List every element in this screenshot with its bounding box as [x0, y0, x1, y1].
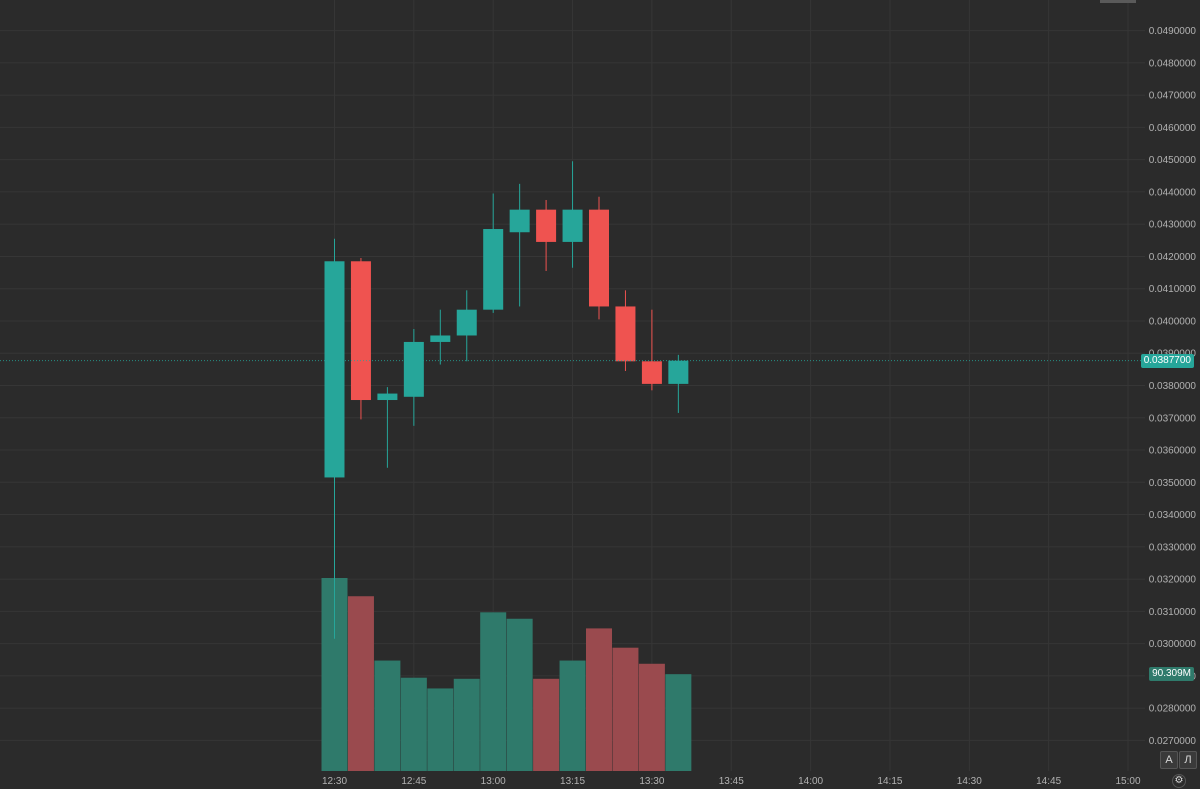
candle-1335[interactable]	[668, 354, 689, 413]
price-tick-label: 0.0380000	[1149, 381, 1197, 392]
price-tick-label: 0.0320000	[1149, 575, 1197, 586]
volume-bar	[453, 678, 480, 771]
candle-1250[interactable]	[430, 309, 451, 365]
candle-1255[interactable]	[456, 290, 477, 362]
volume-bars	[321, 578, 692, 771]
settings-gear-icon[interactable]: ⚙	[1172, 774, 1186, 788]
candle-1245[interactable]	[403, 329, 424, 426]
time-axis[interactable]: 12:30 12:45 13:00 13:15 13:30 13:45 14:00 14:15…	[322, 776, 1141, 787]
price-tick-label: 0.0450000	[1149, 155, 1197, 166]
time-tick-label: 12:30	[322, 776, 347, 787]
volume-bar	[533, 678, 560, 771]
candle-1315[interactable]	[562, 161, 583, 268]
volume-bar	[612, 647, 639, 771]
price-tick-label: 0.0300000	[1149, 639, 1197, 650]
candle-body	[509, 209, 530, 233]
candle-body	[536, 209, 557, 242]
candle-body	[615, 306, 636, 362]
candle-body	[668, 360, 689, 384]
price-tick-label: 0.0480000	[1149, 58, 1197, 69]
time-tick-label: 12:45	[401, 776, 426, 787]
price-tick-label: 0.0490000	[1149, 26, 1197, 37]
price-tick-label: 0.0330000	[1149, 542, 1197, 553]
grid-lines	[0, 0, 1145, 771]
volume-bar	[586, 628, 612, 771]
volume-bar	[480, 612, 507, 771]
time-tick-label: 14:45	[1036, 776, 1061, 787]
price-tick-label: 0.0470000	[1149, 91, 1197, 102]
candle-1330[interactable]	[641, 309, 662, 391]
price-tick-label: 0.0440000	[1149, 187, 1197, 198]
candle-1240[interactable]	[377, 387, 398, 468]
top-tab-indicator	[1100, 0, 1136, 3]
price-tick-label: 0.0280000	[1149, 704, 1197, 715]
candle-body	[641, 361, 662, 384]
auto-scale-button[interactable]: A	[1160, 751, 1178, 769]
time-tick-label: 13:30	[639, 776, 664, 787]
price-tick-label: 0.0370000	[1149, 413, 1197, 424]
candle-body	[377, 393, 398, 401]
price-tick-label: 0.0360000	[1149, 446, 1197, 457]
volume-bar	[427, 688, 454, 771]
candle-1230[interactable]	[324, 238, 345, 639]
price-tick-label: 0.0310000	[1149, 607, 1197, 618]
volume-bar	[400, 677, 427, 771]
time-tick-label: 15:00	[1115, 776, 1140, 787]
time-tick-label: 13:15	[560, 776, 585, 787]
price-tick-label: 0.0430000	[1149, 220, 1197, 231]
price-tick-label: 0.0340000	[1149, 510, 1197, 521]
price-tick-label: 0.0400000	[1149, 316, 1197, 327]
volume-bar	[374, 660, 401, 771]
price-axis[interactable]: 0.0490000 0.0480000 0.0470000 0.0460000 0.04…	[1149, 26, 1197, 747]
candle-body	[403, 341, 424, 397]
candle-1320[interactable]	[589, 196, 609, 320]
candle-1235[interactable]	[350, 258, 371, 420]
candlesticks	[324, 161, 689, 639]
candle-body	[562, 209, 583, 242]
log-scale-button[interactable]: Л	[1179, 751, 1197, 769]
candle-body	[350, 261, 371, 401]
price-tick-label: 0.0350000	[1149, 478, 1197, 489]
candle-1310[interactable]	[536, 199, 557, 271]
time-tick-label: 14:15	[877, 776, 902, 787]
price-tick-label: 0.0410000	[1149, 284, 1197, 295]
volume-bar	[559, 660, 586, 771]
candle-body	[430, 335, 451, 342]
candle-body	[589, 209, 609, 307]
time-tick-label: 14:00	[798, 776, 823, 787]
volume-bar	[665, 674, 692, 771]
volume-bar	[506, 618, 533, 771]
candle-body	[324, 261, 345, 478]
candle-body	[483, 229, 504, 310]
price-tick-label: 0.0460000	[1149, 123, 1197, 134]
candle-body	[456, 309, 477, 336]
candle-1325[interactable]	[615, 290, 636, 371]
volume-bar	[638, 663, 665, 771]
time-tick-label: 13:45	[719, 776, 744, 787]
price-tick-label: 0.0420000	[1149, 252, 1197, 263]
candle-1305[interactable]	[509, 183, 530, 307]
time-tick-label: 14:30	[957, 776, 982, 787]
time-tick-label: 13:00	[481, 776, 506, 787]
candle-1300[interactable]	[483, 193, 504, 313]
last-volume-badge: 90.309M	[1149, 667, 1194, 682]
volume-bar	[347, 596, 374, 771]
last-price-badge: 0.0387700	[1140, 353, 1194, 368]
price-tick-label: 0.0270000	[1149, 736, 1197, 747]
